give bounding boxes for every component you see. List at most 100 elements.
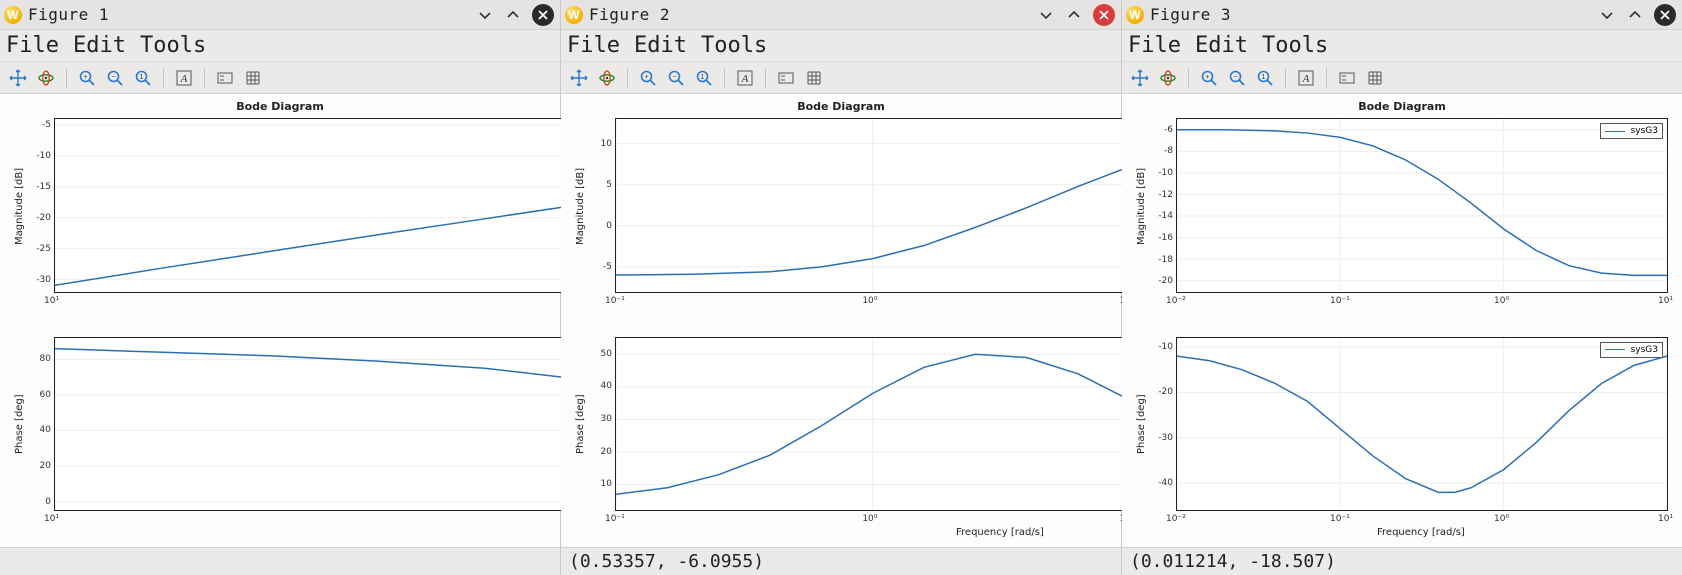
figure-window: WFigure 1FileEditTools+−1ABode Diagram-3… <box>0 0 561 575</box>
x-tick-label: 10⁰ <box>1494 296 1509 306</box>
legend: sysG3 <box>1600 123 1663 139</box>
zoom-in-icon[interactable]: + <box>636 66 660 90</box>
zoom-reset-icon[interactable]: 1 <box>131 66 155 90</box>
menu-item[interactable]: Tools <box>1262 33 1328 58</box>
statusbar: (0.53357, -6.0955) <box>561 547 1121 575</box>
titlebar: WFigure 3 <box>1122 0 1682 30</box>
pan-icon[interactable] <box>567 66 591 90</box>
x-tick-label: 10⁻¹ <box>605 296 625 306</box>
text-icon[interactable]: A <box>733 66 757 90</box>
legend-icon[interactable] <box>213 66 237 90</box>
menu-item[interactable]: Edit <box>1195 33 1248 58</box>
y-tick-label: -10 <box>1145 168 1173 178</box>
y-tick-label: -20 <box>1145 387 1173 397</box>
figure-window: WFigure 2FileEditTools+−1ABode Diagram-5… <box>561 0 1122 575</box>
window-title: Figure 3 <box>1150 5 1231 24</box>
x-tick-label: 10¹ <box>1658 514 1673 524</box>
chart-title: Bode Diagram <box>1122 100 1682 113</box>
menu-item[interactable]: Tools <box>701 33 767 58</box>
zoom-out-icon[interactable]: − <box>1225 66 1249 90</box>
svg-text:+: + <box>83 74 87 81</box>
zoom-reset-icon[interactable]: 1 <box>1253 66 1277 90</box>
menu-item[interactable]: File <box>1128 33 1181 58</box>
statusbar: (0.011214, -18.507) <box>1122 547 1682 575</box>
svg-text:1: 1 <box>1262 74 1266 81</box>
xlabel: Frequency [rad/s] <box>1377 527 1465 538</box>
magnitude-ylabel: Magnitude [dB] <box>14 168 25 245</box>
x-tick-label: 10⁰ <box>862 296 877 306</box>
y-tick-label: 20 <box>23 461 51 471</box>
menu-item[interactable]: File <box>567 33 620 58</box>
y-tick-label: 30 <box>584 414 612 424</box>
x-tick-label: 10⁻² <box>1166 514 1186 524</box>
svg-text:1: 1 <box>140 74 144 81</box>
maximize-icon[interactable] <box>1063 4 1085 26</box>
y-tick-label: 0 <box>23 497 51 507</box>
svg-text:+: + <box>1205 74 1209 81</box>
close-button[interactable] <box>1654 4 1676 26</box>
y-tick-label: -20 <box>23 213 51 223</box>
y-tick-label: 20 <box>584 447 612 457</box>
legend-icon[interactable] <box>1335 66 1359 90</box>
magnitude-ylabel: Magnitude [dB] <box>1136 168 1147 245</box>
zoom-out-icon[interactable]: − <box>103 66 127 90</box>
minimize-icon[interactable] <box>1596 4 1618 26</box>
phase-axes[interactable]: -40-30-20-10sysG3 <box>1176 337 1668 512</box>
menu-item[interactable]: File <box>6 33 59 58</box>
grid-icon[interactable] <box>802 66 826 90</box>
svg-text:−: − <box>1233 74 1237 81</box>
x-tick-label: 10⁻² <box>1166 296 1186 306</box>
y-tick-label: 50 <box>584 349 612 359</box>
zoom-in-icon[interactable]: + <box>1197 66 1221 90</box>
grid-icon[interactable] <box>1363 66 1387 90</box>
menu-item[interactable]: Edit <box>73 33 126 58</box>
pan-icon[interactable] <box>1128 66 1152 90</box>
rotate-icon[interactable] <box>595 66 619 90</box>
y-tick-label: -30 <box>23 275 51 285</box>
plot-area: Bode Diagram -20-18-16-14-12-10-8-6sysG3 M… <box>1122 94 1682 547</box>
app-icon: W <box>4 6 22 24</box>
y-tick-label: 40 <box>23 425 51 435</box>
legend-label: sysG3 <box>1631 345 1658 355</box>
close-button[interactable] <box>532 4 554 26</box>
maximize-icon[interactable] <box>1624 4 1646 26</box>
figure-window: WFigure 3 File Edit Tools + − 1 A Bode Diagram -2… <box>1122 0 1682 575</box>
zoom-out-icon[interactable]: − <box>664 66 688 90</box>
magnitude-axes[interactable]: -20-18-16-14-12-10-8-6sysG3 <box>1176 118 1668 293</box>
text-icon[interactable]: A <box>1294 66 1318 90</box>
y-tick-label: -10 <box>23 151 51 161</box>
y-tick-label: -14 <box>1145 211 1173 221</box>
rotate-icon[interactable] <box>34 66 58 90</box>
x-tick-label: 10⁰ <box>862 514 877 524</box>
y-tick-label: 5 <box>584 180 612 190</box>
legend-swatch <box>1605 349 1625 350</box>
y-tick-label: 0 <box>584 221 612 231</box>
minimize-icon[interactable] <box>1035 4 1057 26</box>
zoom-reset-icon[interactable]: 1 <box>692 66 716 90</box>
x-tick-label: 10⁰ <box>1494 514 1509 524</box>
xlabel: Frequency [rad/s] <box>956 527 1044 538</box>
x-tick-label: 10⁻¹ <box>1330 514 1350 524</box>
svg-text:A: A <box>180 73 188 85</box>
menu-item[interactable]: Edit <box>634 33 687 58</box>
pan-icon[interactable] <box>6 66 30 90</box>
svg-text:−: − <box>111 74 115 81</box>
menubar: File Edit Tools <box>561 30 1121 62</box>
legend: sysG3 <box>1600 342 1663 358</box>
menu-item[interactable]: Tools <box>140 33 206 58</box>
plot-area: Bode Diagram-50510sysG2Magnitude [dB]10⁻… <box>561 94 1121 547</box>
close-button[interactable] <box>1093 4 1115 26</box>
rotate-icon[interactable] <box>1156 66 1180 90</box>
text-icon[interactable]: A <box>172 66 196 90</box>
maximize-icon[interactable] <box>502 4 524 26</box>
toolbar: + − 1 A <box>0 62 560 94</box>
minimize-icon[interactable] <box>474 4 496 26</box>
x-tick-label: 10⁻¹ <box>1330 296 1350 306</box>
window-title: Figure 2 <box>589 5 670 24</box>
grid-icon[interactable] <box>241 66 265 90</box>
y-tick-label: -12 <box>1145 190 1173 200</box>
zoom-in-icon[interactable]: + <box>75 66 99 90</box>
legend-icon[interactable] <box>774 66 798 90</box>
svg-text:A: A <box>741 73 749 85</box>
y-tick-label: 10 <box>584 139 612 149</box>
